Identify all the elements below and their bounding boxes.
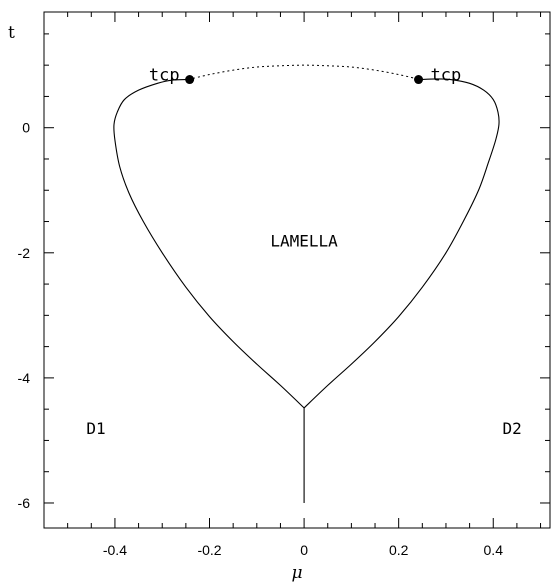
region-label: D2 [503, 419, 522, 438]
axis-ticks [44, 12, 550, 528]
tcp-label: tcp [431, 66, 462, 86]
x-tick-label: 0.2 [389, 542, 409, 558]
y-tick-label: -4 [18, 370, 31, 386]
region-labels: LAMELLA D1 D2 [86, 232, 521, 439]
y-tick-label: -2 [18, 245, 31, 261]
phase-boundaries [113, 64, 500, 503]
tcp-label: tcp [149, 66, 180, 86]
plot-frame [43, 11, 551, 529]
tcp-point [185, 75, 195, 85]
y-tick-label: 0 [22, 120, 30, 136]
region-label: D1 [86, 419, 105, 438]
x-tick-label: 0.4 [484, 542, 504, 558]
x-tick-label: -0.2 [197, 542, 221, 558]
region-label: LAMELLA [270, 232, 338, 251]
x-tick-label: -0.4 [103, 542, 127, 558]
tricritical-points: tcp tcp [149, 66, 461, 86]
tick-labels: -0.4 -0.2 0 0.2 0.4 0 -2 -4 -6 [18, 120, 504, 558]
y-axis-label: t [8, 23, 15, 43]
tcp-point [414, 75, 424, 85]
phase-boundary-line [113, 79, 305, 409]
phase-boundary-line [303, 78, 500, 409]
x-axis-label: μ [291, 563, 302, 582]
dotted-boundary-line [188, 64, 421, 81]
x-tick-label: 0 [300, 542, 308, 558]
y-tick-label: -6 [18, 495, 31, 511]
